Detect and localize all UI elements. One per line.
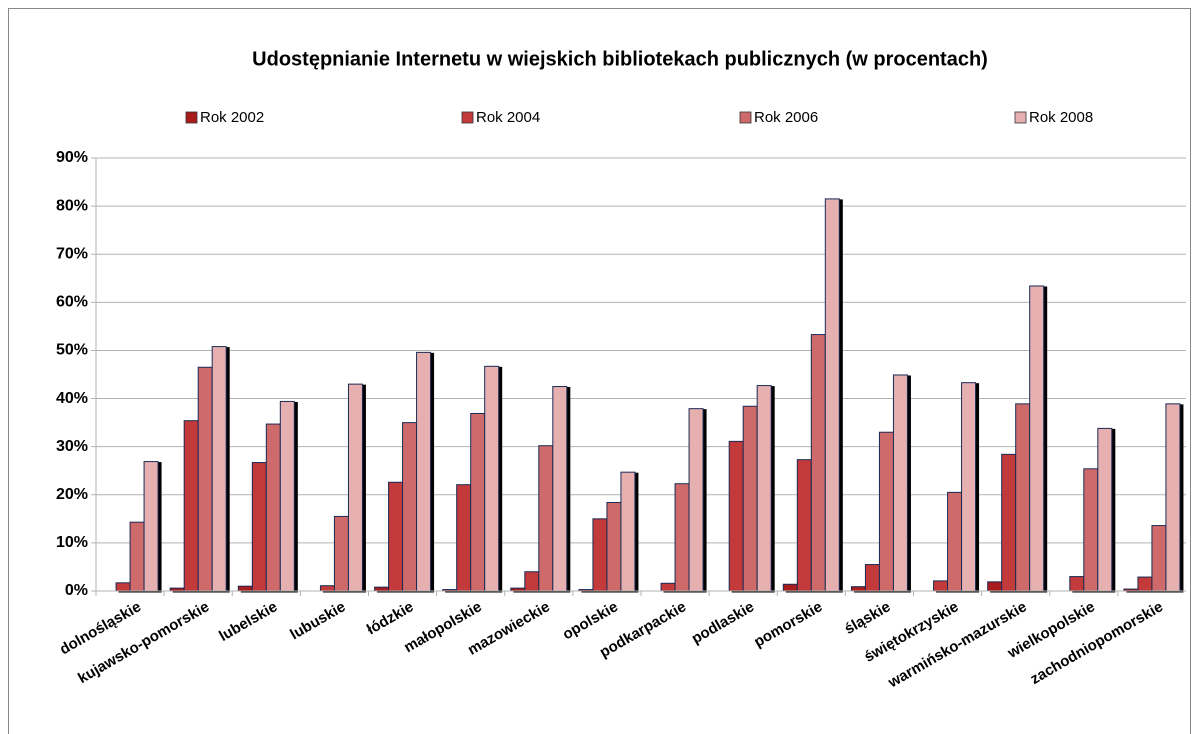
bar [592,518,608,592]
y-tick-label: 40% [56,390,88,407]
bar [987,581,1003,592]
legend-label: Rok 2008 [1029,109,1093,126]
legend-swatch [739,111,752,124]
legend-swatch [185,111,198,124]
legend-label: Rok 2006 [754,109,818,126]
bar [374,586,390,592]
bar [961,382,977,592]
y-tick-label: 0% [65,582,88,599]
bar [796,459,812,592]
bar [1069,576,1085,592]
bar [674,483,690,592]
legend-swatch [461,111,474,124]
bar [1015,403,1031,592]
chart-frame [8,8,1191,734]
y-tick-label: 10% [56,534,88,551]
bar [1001,453,1017,592]
bar [237,585,253,592]
bar [211,346,227,592]
x-tick-label: łódzkie [364,598,417,638]
y-tick-label: 30% [56,438,88,455]
bar [782,583,798,592]
bar [606,501,622,592]
y-tick-label: 20% [56,486,88,503]
bar [728,440,744,592]
bar [756,385,772,592]
bar [810,334,826,592]
x-tick-label: kujawsko-pomorskie [75,598,212,687]
bar [1083,468,1099,592]
bar [824,198,840,592]
x-tick-label: podlaskie [689,598,757,647]
bar [524,571,540,592]
bar [947,491,963,592]
y-tick-label: 70% [56,245,88,262]
x-tick-label: lubuskie [287,598,348,643]
bar [129,521,145,592]
bar [850,586,866,592]
bar [742,405,758,592]
bar [333,515,349,592]
bar [470,412,486,592]
bar [660,582,676,592]
y-tick-label: 90% [56,149,88,166]
y-tick-label: 50% [56,342,88,359]
bar [538,445,554,592]
bar [143,461,159,592]
bar [265,423,281,592]
x-tick-label: opolskie [560,598,621,643]
bar [115,582,131,592]
bar [388,481,404,592]
bar [416,351,432,592]
bar [864,564,880,592]
y-tick-label: 60% [56,294,88,311]
bar [620,471,636,592]
bar [251,462,267,592]
chart-title: Udostępnianie Internetu w wiejskich bibl… [252,48,988,70]
bar [347,383,363,592]
bar [933,580,949,592]
x-tick-label: lubelskie [216,598,280,645]
bar [1097,427,1113,592]
bar [1165,403,1181,592]
bar [183,420,199,592]
bar [688,408,704,592]
legend-label: Rok 2004 [476,109,540,126]
legend-swatch [1014,111,1027,124]
bar [878,431,894,592]
bar [319,585,335,592]
legend-label: Rok 2002 [200,109,264,126]
bar [1137,576,1153,592]
bar [1151,525,1167,592]
bar [484,365,500,592]
y-tick-label: 80% [56,197,88,214]
bar [1029,285,1045,592]
x-tick-label: pomorskie [751,598,825,651]
bar [197,366,213,592]
bar [552,386,568,592]
x-tick-label: śląskie [842,598,894,638]
bar [402,422,418,592]
bar [892,374,908,592]
bar [456,484,472,592]
bar [279,400,295,592]
